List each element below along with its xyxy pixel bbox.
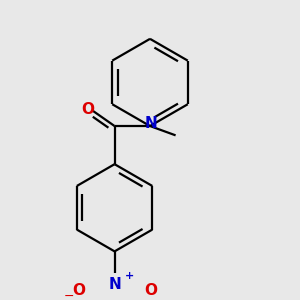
- Text: O: O: [72, 284, 85, 298]
- Text: +: +: [125, 271, 134, 281]
- Text: N: N: [145, 116, 158, 131]
- Text: −: −: [64, 290, 74, 300]
- Text: N: N: [108, 277, 121, 292]
- Text: O: O: [144, 284, 157, 298]
- Text: O: O: [81, 101, 94, 116]
